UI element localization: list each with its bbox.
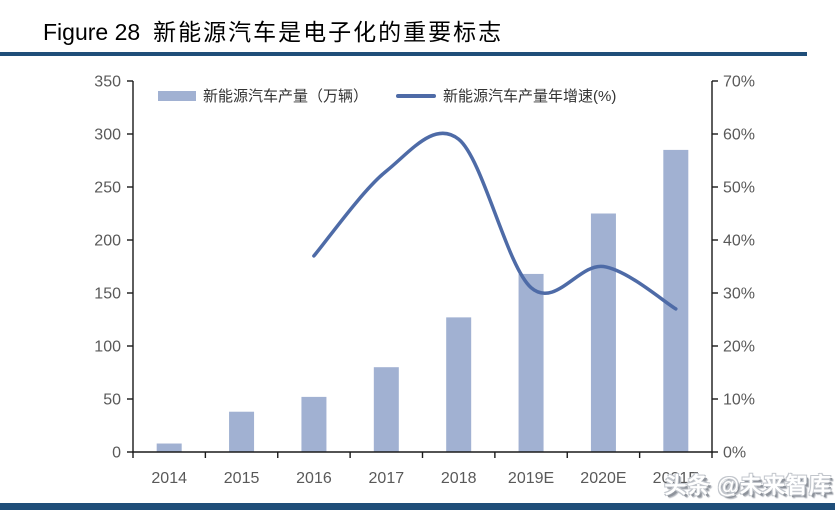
left-tick-label: 100 xyxy=(94,339,121,356)
bar-2019E xyxy=(518,273,544,452)
bar-2017 xyxy=(373,367,399,452)
right-tick-label: 40% xyxy=(723,233,755,250)
left-tick-label: 50 xyxy=(103,392,121,409)
right-tick-label: 30% xyxy=(723,286,755,303)
bar-2014 xyxy=(156,443,182,452)
left-tick-label: 300 xyxy=(94,127,121,144)
x-tick-label: 2021E xyxy=(653,470,699,487)
x-tick-label: 2015 xyxy=(224,470,260,487)
bar-2015 xyxy=(229,411,255,452)
bottom-rule xyxy=(0,503,835,510)
figure-title-text: 新能源汽车是电子化的重要标志 xyxy=(153,20,504,45)
left-tick-label: 350 xyxy=(94,74,121,91)
x-tick-label: 2014 xyxy=(151,470,187,487)
legend-label-production: 新能源汽车产量（万辆） xyxy=(203,88,369,105)
title-underline-rule xyxy=(0,52,807,56)
right-tick-label: 10% xyxy=(723,392,755,409)
legend-item-growth: 新能源汽车产量年增速(%) xyxy=(396,85,616,106)
line-series-swatch xyxy=(396,93,437,98)
left-tick-label: 250 xyxy=(94,180,121,197)
x-tick-label: 2017 xyxy=(369,470,405,487)
right-tick-label: 50% xyxy=(723,180,755,197)
right-tick-label: 0% xyxy=(723,445,746,462)
bar-series-swatch xyxy=(158,90,196,101)
bar-2018 xyxy=(446,317,472,452)
right-tick-label: 60% xyxy=(723,127,755,144)
x-tick-label: 2019E xyxy=(508,470,554,487)
x-tick-label: 2018 xyxy=(441,470,477,487)
bar-2016 xyxy=(301,396,327,452)
left-tick-label: 150 xyxy=(94,286,121,303)
legend-item-production: 新能源汽车产量（万辆） xyxy=(158,85,368,106)
x-tick-label: 2020E xyxy=(580,470,626,487)
growth-line xyxy=(312,131,678,311)
left-tick-label: 0 xyxy=(112,445,121,462)
x-tick-label: 2016 xyxy=(296,470,332,487)
chart-legend: 新能源汽车产量（万辆） 新能源汽车产量年增速(%) xyxy=(158,85,616,106)
legend-label-growth: 新能源汽车产量年增速(%) xyxy=(443,88,617,105)
figure-title-prefix: Figure 28 xyxy=(43,19,141,45)
right-tick-label: 20% xyxy=(723,339,755,356)
axes xyxy=(127,80,718,458)
bar-2020E xyxy=(590,213,616,452)
bar-2021E xyxy=(663,149,689,452)
watermark: 头条 @未来智库 xyxy=(664,473,832,498)
figure-title: Figure 28 新能源汽车是电子化的重要标志 xyxy=(43,13,503,47)
right-tick-label: 70% xyxy=(723,74,755,91)
left-tick-label: 200 xyxy=(94,233,121,250)
bars xyxy=(156,149,689,452)
axis-frame xyxy=(132,81,713,453)
